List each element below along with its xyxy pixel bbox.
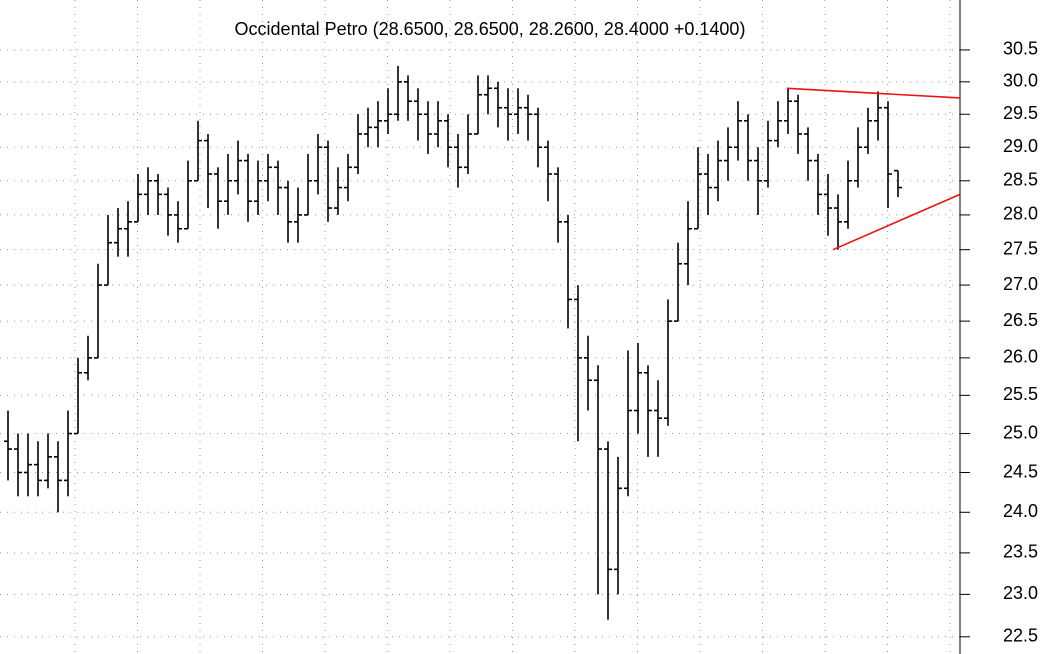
y-tick-label: 26.5 <box>1003 310 1038 330</box>
y-tick-label: 24.0 <box>1003 501 1038 521</box>
y-tick-label: 28.0 <box>1003 204 1038 224</box>
y-tick-label: 24.5 <box>1003 461 1038 481</box>
y-tick-label: 25.0 <box>1003 422 1038 442</box>
y-tick-label: 26.0 <box>1003 347 1038 367</box>
y-tick-label: 28.5 <box>1003 170 1038 190</box>
y-tick-label: 23.5 <box>1003 542 1038 562</box>
trendline <box>786 87 961 99</box>
y-tick-label: 29.0 <box>1003 136 1038 156</box>
y-tick-label: 30.5 <box>1003 39 1038 59</box>
y-tick-label: 25.5 <box>1003 384 1038 404</box>
y-tick-label: 23.0 <box>1003 583 1038 603</box>
chart-subtitle: Occidental Petro (28.6500, 28.6500, 28.2… <box>235 19 746 39</box>
y-tick-label: 29.5 <box>1003 103 1038 123</box>
y-tick-label: 30.0 <box>1003 71 1038 91</box>
y-tick-label: 22.5 <box>1003 626 1038 646</box>
y-tick-label: 27.5 <box>1003 238 1038 258</box>
trendline <box>832 193 961 251</box>
y-tick-label: 27.0 <box>1003 274 1038 294</box>
